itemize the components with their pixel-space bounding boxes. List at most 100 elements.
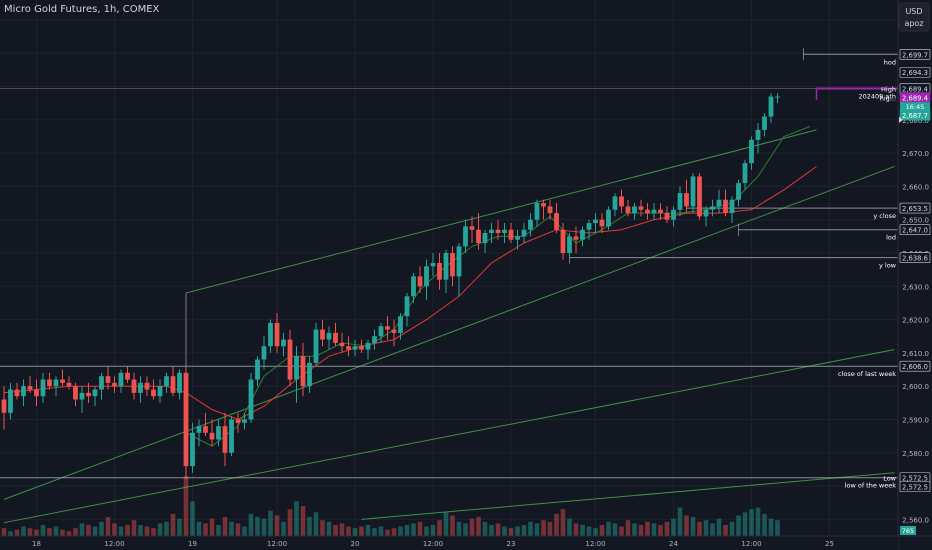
volume-bar [131,520,137,536]
volume-bar [762,513,767,536]
volume-bar [632,523,637,536]
candle-body [612,196,618,210]
volume-bar [541,520,546,536]
volume-bar [79,523,85,536]
candle-body [463,226,468,247]
price-label-tag: High [881,86,896,94]
volume-bar [177,518,182,536]
volume-bar [456,521,462,536]
candle-body [625,206,631,214]
volume-badge-text: 765 [902,527,914,535]
candle-body [307,362,312,387]
horizontal-levels[interactable]: 202409 ath close of last week low of the w… [0,48,898,490]
price-label-text: 2,572.5 [902,475,928,483]
candle-body [606,209,611,227]
candle-body [554,213,559,230]
volume-bar [463,523,468,536]
candle-body [170,376,176,393]
volume-bar [138,524,143,536]
candle-body [424,266,429,287]
candle-body [398,316,403,333]
candle-body [664,213,670,220]
x-tick-label: 18 [32,540,41,548]
y-tick-label: 2,590.0 [902,416,929,424]
candle-body [86,392,91,397]
x-tick-label: 12:00 [267,540,287,548]
candle-body [710,206,715,210]
volume-bar [365,524,371,536]
volume-bar [346,526,351,536]
volume-bar [677,507,683,536]
volume-bar [40,524,46,536]
volume-bar [508,528,514,536]
volume-bar [534,523,540,536]
y-tick-label: 2,630.0 [902,283,929,291]
volume-bar [86,524,91,536]
candle-body [430,263,436,267]
time-scale-bg [0,536,898,550]
price-label-text: 2,638.6 [902,255,928,263]
volume-bar [606,521,611,536]
y-tick-label: 2,680.0 [902,117,929,125]
candle-body [456,246,462,277]
volume-bar [385,529,390,536]
candle-body [118,372,124,387]
volume-bar [281,521,286,536]
volume-bar [268,510,273,536]
candle-body [294,356,299,380]
time-badge-text: 16:45 [906,103,925,111]
x-tick-label: 24 [669,540,678,548]
volume-bar [157,523,163,536]
candle-body [729,199,735,214]
price-label-box [899,252,931,263]
candle-body [268,322,273,347]
volume-bar [749,509,754,536]
candle-body [684,193,689,207]
currency-label[interactable]: USD [905,7,922,16]
x-tick-label: 19 [188,540,197,548]
candle-body [209,432,215,440]
volume-bar [339,523,345,536]
volume-bar [443,512,449,536]
candle-body [352,346,358,350]
volume-bar [235,523,241,536]
scale-box[interactable] [898,2,930,32]
x-tick-label: 25 [825,540,834,548]
volume-bar [775,520,780,536]
candle-body [40,379,46,397]
volume-bar [73,528,78,536]
volume-bar [567,518,572,536]
x-tick-label: 12:00 [585,540,605,548]
volume-bar [99,521,104,536]
level-label: y close [873,212,896,220]
candle-body [196,426,202,433]
volume-bar [307,517,312,536]
candle-body [287,339,293,380]
volume-bar [170,513,176,536]
candle-body [703,209,709,217]
volume-bar [203,523,208,536]
trendline [3,349,895,524]
candle-body [677,193,683,210]
candle-body [599,219,605,227]
volume-bar [430,524,436,536]
price-label-box [899,224,931,236]
candle-body [21,386,26,397]
price-label-tag: Low [883,475,896,483]
x-tick-label: 23 [507,540,516,548]
volume-bar [320,520,325,536]
scale-mode-label[interactable]: apoz [904,19,923,28]
candle-body [92,389,98,397]
trendlines[interactable] [3,129,895,524]
volume-bar [580,524,585,536]
x-tick-label: 12:00 [741,540,761,548]
candle-body [489,229,494,234]
price-label-text: 2,694.3 [902,69,928,77]
candle-body [216,426,221,440]
candle-body [320,329,325,340]
volume-bar [723,524,728,536]
volume-bar [118,526,124,536]
candle-body [229,419,234,453]
candle-body [144,382,150,390]
